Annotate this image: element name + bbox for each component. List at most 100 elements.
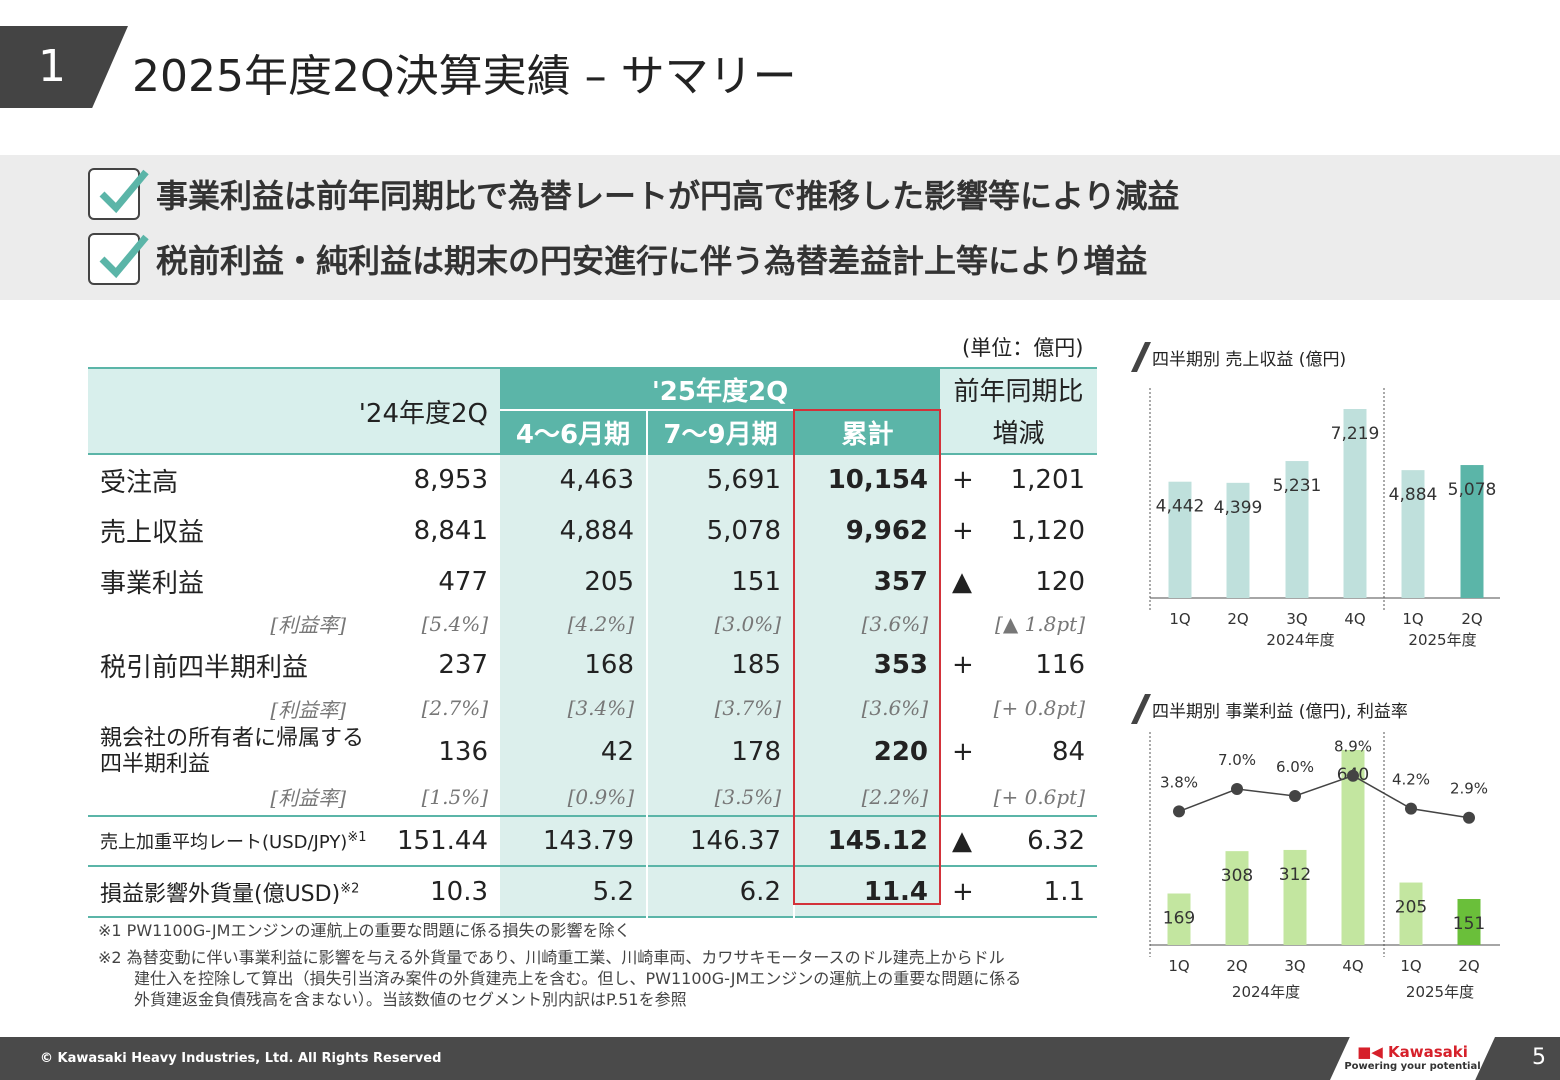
- footnote-1: ※1 PW1100G-JMエンジンの運航上の重要な問題に係る損失の影響を除く: [98, 921, 631, 940]
- cell-cum: 9,962: [794, 505, 941, 556]
- bar: [1401, 470, 1425, 598]
- diff-sign: +: [952, 465, 974, 495]
- group-label: 2024年度: [1232, 983, 1300, 1001]
- revenue-chart: 4,442 1Q 4,399 2Q 5,231 3Q 7,219 4Q 4,884 1Q 5,078…: [1149, 388, 1500, 649]
- table-row: [利益率] [1.5%] [0.9%] [3.5%] [2.2%] [+ 0.6pt]: [88, 778, 1097, 816]
- bar-value-label: 4,399: [1214, 498, 1263, 518]
- highlight-item: 税前利益・純利益は期末の円安進行に伴う為替差益計上等により増益: [88, 233, 1147, 285]
- chart2-title: 四半期別 事業利益 (億円), 利益率: [1131, 694, 1408, 724]
- x-tick-label: 2Q: [1227, 610, 1248, 628]
- diff-value: 120: [1035, 566, 1086, 597]
- bar: [1283, 849, 1307, 945]
- header-diff-1: 前年同期比: [940, 368, 1098, 410]
- cell-q1: 4,884: [500, 505, 648, 556]
- diff-value: 1,201: [1010, 465, 1086, 495]
- summary-table: '24年度2Q '25年度2Q 前年同期比 4～6月期 7～9月期 累計 増減 …: [88, 367, 1098, 918]
- bar: [1285, 461, 1309, 598]
- bar: [1167, 893, 1191, 945]
- cell-q2: 178: [647, 726, 795, 778]
- logo-text: Kawasaki: [1388, 1043, 1468, 1061]
- cell-q2: 6.2: [647, 866, 795, 917]
- header-q2: 7～9月期: [647, 409, 795, 454]
- row-label: 損益影響外貨量(億USD)※2: [100, 881, 360, 907]
- bar: [1225, 851, 1249, 945]
- cell-q1: 4,463: [500, 454, 648, 505]
- cell-cum: [3.6%]: [794, 690, 941, 726]
- cell-prev: [1.5%]: [421, 784, 488, 809]
- row-label: 事業利益: [100, 569, 205, 599]
- row-label: [利益率]: [270, 786, 346, 810]
- x-tick-label: 2Q: [1226, 957, 1247, 975]
- footnote-2: ※2 為替変動に伴い事業利益に影響を与える外貨量であり、川崎重工業、川崎車両、カ…: [98, 948, 1005, 967]
- diff-sign: +: [952, 515, 974, 546]
- cell-q2: 5,078: [647, 505, 795, 556]
- bar: [1399, 882, 1423, 945]
- copyright: © Kawasaki Heavy Industries, Ltd. All Ri…: [40, 1051, 442, 1066]
- diff-value: 1,120: [1010, 515, 1086, 546]
- cell-cum: [2.2%]: [794, 778, 941, 816]
- cell-q1: [3.4%]: [500, 690, 648, 726]
- row-label: [利益率]: [270, 613, 346, 637]
- cell-q1: 168: [500, 640, 648, 690]
- cell-cum: 11.4: [794, 866, 941, 917]
- bar-value-label: 7,219: [1331, 424, 1380, 444]
- margin-point: [1231, 783, 1243, 795]
- cell-q2: [3.5%]: [647, 778, 795, 816]
- cumulative-highlight-box: [793, 409, 941, 905]
- kawasaki-logo: ■◀ Kawasaki Powering your potential: [1330, 1037, 1495, 1080]
- cell-diff: [+ 0.6pt]: [993, 784, 1086, 809]
- cell-q2: 151: [647, 556, 795, 607]
- bar: [1226, 482, 1250, 598]
- group-label: 2024年度: [1266, 631, 1334, 649]
- cell-q1: 42: [500, 726, 648, 778]
- highlights-band: [0, 155, 1560, 300]
- header-prev: '24年度2Q: [88, 368, 500, 454]
- cell-diff: +1,120: [940, 505, 1097, 556]
- table-row: 売上加重平均レート(USD/JPY)※1 151.44 143.79 146.37 14…: [88, 816, 1098, 866]
- bar-value-label: 169: [1163, 909, 1195, 929]
- margin-point: [1173, 805, 1185, 818]
- cell-q1: 143.79: [500, 816, 648, 866]
- footnote-2-cont: 建仕入を控除して算出（損失引当済み案件の外貨建売上を含む。但し、PW1100G-…: [134, 969, 1022, 988]
- bar-value-label: 312: [1279, 865, 1311, 885]
- highlight-item: 事業利益は前年同期比で為替レートが円高で推移した影響等により減益: [88, 168, 1179, 220]
- x-tick-label: 1Q: [1169, 610, 1190, 628]
- cell-q1: [4.2%]: [500, 607, 648, 640]
- margin-point: [1347, 769, 1359, 782]
- table-row: 税引前四半期利益 237 168 185 353 +116: [88, 640, 1097, 690]
- cell-prev: 477: [438, 566, 488, 597]
- x-tick-label: 1Q: [1402, 610, 1423, 628]
- cell-diff: [▲ 1.8pt]: [995, 611, 1086, 636]
- margin-point: [1289, 790, 1301, 802]
- cell-prev: 8,841: [413, 515, 488, 546]
- highlight-text: 事業利益は前年同期比で為替レートが円高で推移した影響等により減益: [156, 177, 1180, 215]
- margin-label: 4.2%: [1392, 771, 1430, 789]
- table-row: 親会社の所有者に帰属する 四半期利益 136 42 178 220 +84: [88, 726, 1097, 778]
- x-tick-label: 3Q: [1284, 957, 1305, 975]
- operating-profit-chart: 1691Q3082Q3123Q6404Q2051Q1512Q2024年度2025…: [1149, 732, 1500, 1001]
- logo-mark-icon: ■◀: [1357, 1043, 1389, 1061]
- bar: [1457, 898, 1481, 945]
- bar-value-label: 308: [1221, 866, 1253, 886]
- cell-diff: [+ 0.8pt]: [993, 696, 1086, 720]
- x-tick-label: 2Q: [1458, 957, 1479, 975]
- row-label: 受注高: [100, 467, 179, 498]
- cell-q1: 205: [500, 556, 648, 607]
- footer: © Kawasaki Heavy Industries, Ltd. All Ri…: [0, 1037, 1560, 1080]
- row-label: 売上収益: [100, 518, 205, 548]
- bar: [1343, 409, 1367, 598]
- cell-prev: [2.7%]: [421, 696, 488, 720]
- cell-prev: 151.44: [397, 826, 488, 856]
- table-row: 受注高 8,953 4,463 5,691 10,154 +1,201: [88, 454, 1097, 505]
- cell-cum: 145.12: [794, 816, 941, 866]
- margin-label: 3.8%: [1160, 773, 1198, 791]
- margin-line: [1178, 774, 1470, 819]
- header-current: '25年度2Q: [500, 368, 941, 410]
- diff-value: 6.32: [1027, 826, 1086, 856]
- cell-q2: 5,691: [647, 454, 795, 505]
- bar-value-label: 5,231: [1273, 476, 1322, 496]
- footnote-2-cont: 外貨建返金負債残高を含まない）。当該数値のセグメント別内訳はP.51を参照: [134, 990, 687, 1009]
- chart-title-text: 四半期別 事業利益 (億円), 利益率: [1152, 701, 1408, 722]
- bar: [1168, 481, 1192, 598]
- group-label: 2025年度: [1406, 983, 1474, 1001]
